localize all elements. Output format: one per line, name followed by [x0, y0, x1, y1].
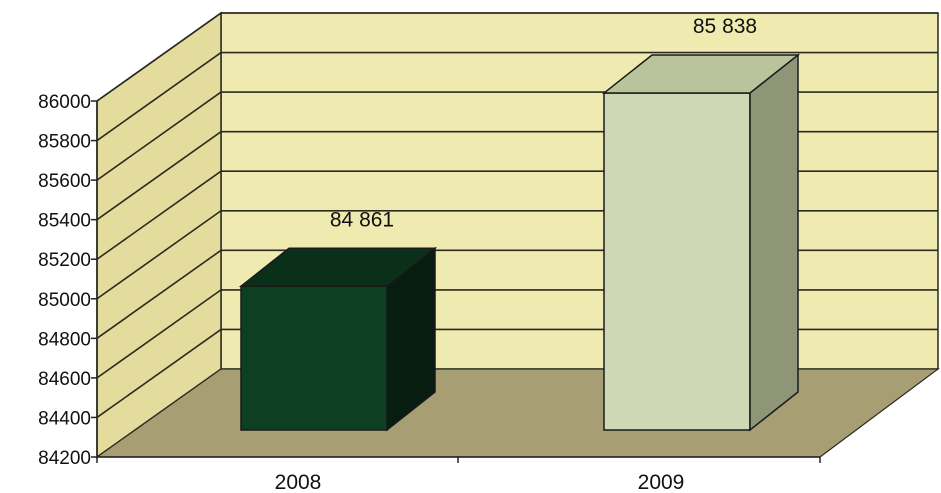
bars: [238, 53, 801, 432]
y-tick-label: 85400: [38, 211, 91, 232]
y-tick-label: 84200: [38, 448, 91, 469]
y-tick-label: 84800: [38, 329, 91, 350]
x-tick-label: 2009: [638, 471, 685, 493]
data-label: 84 861: [330, 208, 394, 231]
y-tick-label: 86000: [38, 92, 91, 113]
chart-walls: [95, 11, 940, 459]
y-tick-label: 85000: [38, 290, 91, 311]
data-label: 85 838: [693, 15, 757, 38]
bar-2009-side: [749, 53, 799, 432]
bar-2008-front: [240, 285, 388, 431]
labels: 84200 84400 84600 84800 85000 85200 85400 85600…: [38, 15, 757, 493]
floor: [95, 368, 940, 458]
axes: [91, 100, 821, 463]
bar-2008-side: [386, 246, 436, 432]
x-tick-label: 2008: [275, 471, 322, 493]
y-tick-label: 85600: [38, 171, 91, 192]
y-tick-label: 84400: [38, 408, 91, 429]
bar-2009-front: [603, 92, 751, 431]
y-tick-label: 85200: [38, 250, 91, 271]
gridline: [96, 51, 938, 142]
y-tick-label: 84600: [38, 369, 91, 390]
gridline: [96, 12, 938, 102]
y-tick-label: 85800: [38, 132, 91, 153]
